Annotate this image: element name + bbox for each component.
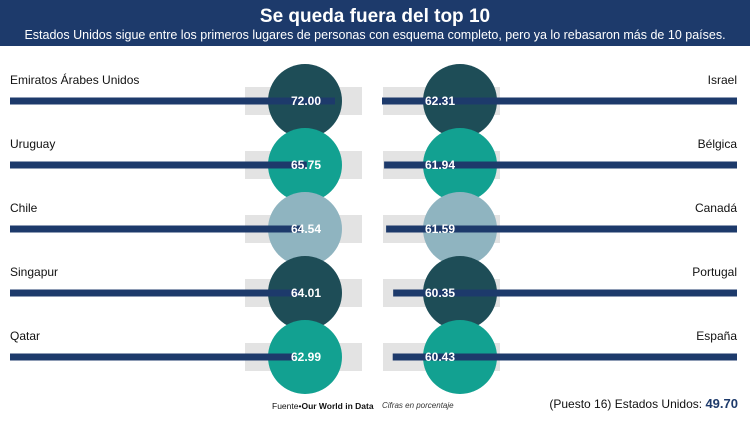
bar <box>10 225 302 233</box>
us-value: 49.70 <box>705 396 738 411</box>
value-label: 61.94 <box>425 158 455 172</box>
value-label: 64.54 <box>291 222 321 236</box>
bar <box>10 353 295 361</box>
left-row-1: Uruguay 65.75 <box>10 128 362 202</box>
country-label: Portugal <box>692 265 737 279</box>
us-label: (Puesto 16) Estados Unidos: <box>549 397 703 411</box>
value-circle <box>268 192 342 266</box>
value-circle <box>268 320 342 394</box>
bar <box>386 225 737 233</box>
value-label: 60.35 <box>425 286 455 300</box>
value-label: 61.59 <box>425 222 455 236</box>
bar <box>392 353 737 361</box>
chart-title: Se queda fuera del top 10 <box>259 6 491 27</box>
country-label: Singapur <box>10 265 58 279</box>
bar <box>393 289 737 297</box>
value-label: 62.31 <box>425 94 455 108</box>
bar <box>10 97 335 105</box>
value-circle <box>268 256 342 330</box>
right-row-2: Canadá 61.59 <box>383 192 737 266</box>
value-label: 60.43 <box>425 350 455 364</box>
country-label: España <box>696 329 737 343</box>
right-row-3: Portugal 60.35 <box>383 256 737 330</box>
source-note: Fuente•Our World in Data <box>272 401 374 411</box>
vaccination-chart: Emiratos Árabes Unidos 72.00 Uruguay 65.75 C… <box>10 64 737 394</box>
source-name: Our World in Data <box>301 401 374 411</box>
us-ranking: (Puesto 16) Estados Unidos: 49.70 <box>549 396 738 411</box>
value-label: 65.75 <box>291 158 321 172</box>
country-label: Chile <box>10 201 38 215</box>
country-label: Emiratos Árabes Unidos <box>10 72 139 87</box>
bar <box>10 161 307 169</box>
bar <box>10 289 299 297</box>
value-label: 64.01 <box>291 286 321 300</box>
value-label: 62.99 <box>291 350 321 364</box>
left-row-2: Chile 64.54 <box>10 192 362 266</box>
right-row-1: Bélgica 61.94 <box>383 128 737 202</box>
left-row-0: Emiratos Árabes Unidos 72.00 <box>10 64 362 138</box>
header-banner: Se queda fuera del top 10 Estados Unidos… <box>0 0 750 46</box>
unit-note: Cifras en porcentaje <box>382 401 454 410</box>
value-label: 72.00 <box>291 94 321 108</box>
source-prefix: Fuente• <box>272 401 302 411</box>
country-label: Bélgica <box>698 137 738 151</box>
left-row-4: Qatar 62.99 <box>10 320 362 394</box>
bar <box>384 161 737 169</box>
right-row-4: España 60.43 <box>383 320 737 394</box>
right-row-0: Israel 62.31 <box>382 64 737 138</box>
country-label: Uruguay <box>10 137 55 151</box>
chart-subtitle: Estados Unidos sigue entre los primeros … <box>24 28 726 42</box>
country-label: Qatar <box>10 329 40 343</box>
bar <box>382 97 737 105</box>
country-label: Canadá <box>695 201 737 215</box>
left-row-3: Singapur 64.01 <box>10 256 362 330</box>
country-label: Israel <box>708 73 737 87</box>
